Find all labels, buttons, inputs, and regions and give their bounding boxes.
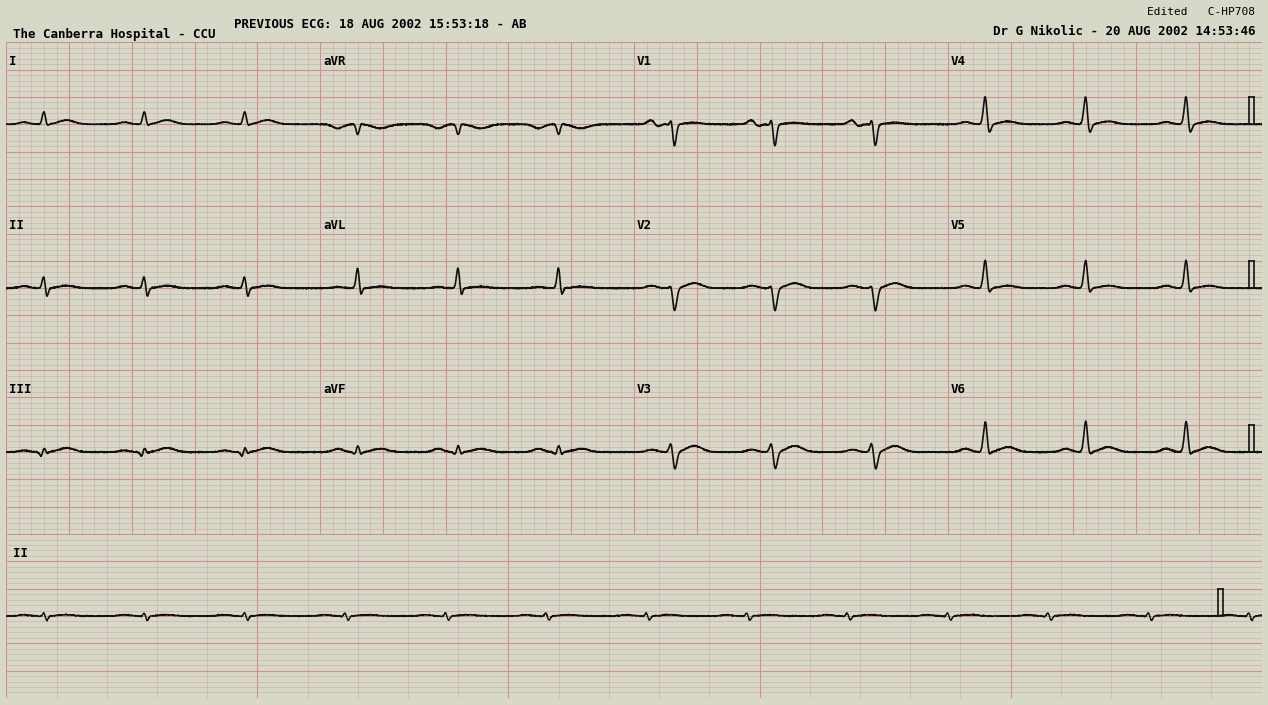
Text: II: II <box>9 219 24 233</box>
Text: V6: V6 <box>951 384 966 396</box>
Text: The Canberra Hospital - CCU: The Canberra Hospital - CCU <box>13 28 216 42</box>
Text: aVF: aVF <box>323 384 346 396</box>
Text: I: I <box>9 56 16 68</box>
Text: Edited   C-HP708: Edited C-HP708 <box>1148 7 1255 17</box>
Text: Dr G Nikolic - 20 AUG 2002 14:53:46: Dr G Nikolic - 20 AUG 2002 14:53:46 <box>993 25 1255 37</box>
Text: V5: V5 <box>951 219 966 233</box>
Text: V1: V1 <box>637 56 652 68</box>
Text: aVL: aVL <box>323 219 346 233</box>
Text: III: III <box>9 384 32 396</box>
Text: II: II <box>13 547 28 560</box>
Text: aVR: aVR <box>323 56 346 68</box>
Text: V3: V3 <box>637 384 652 396</box>
Text: V2: V2 <box>637 219 652 233</box>
Text: V4: V4 <box>951 56 966 68</box>
Text: PREVIOUS ECG: 18 AUG 2002 15:53:18 - AB: PREVIOUS ECG: 18 AUG 2002 15:53:18 - AB <box>235 18 526 30</box>
